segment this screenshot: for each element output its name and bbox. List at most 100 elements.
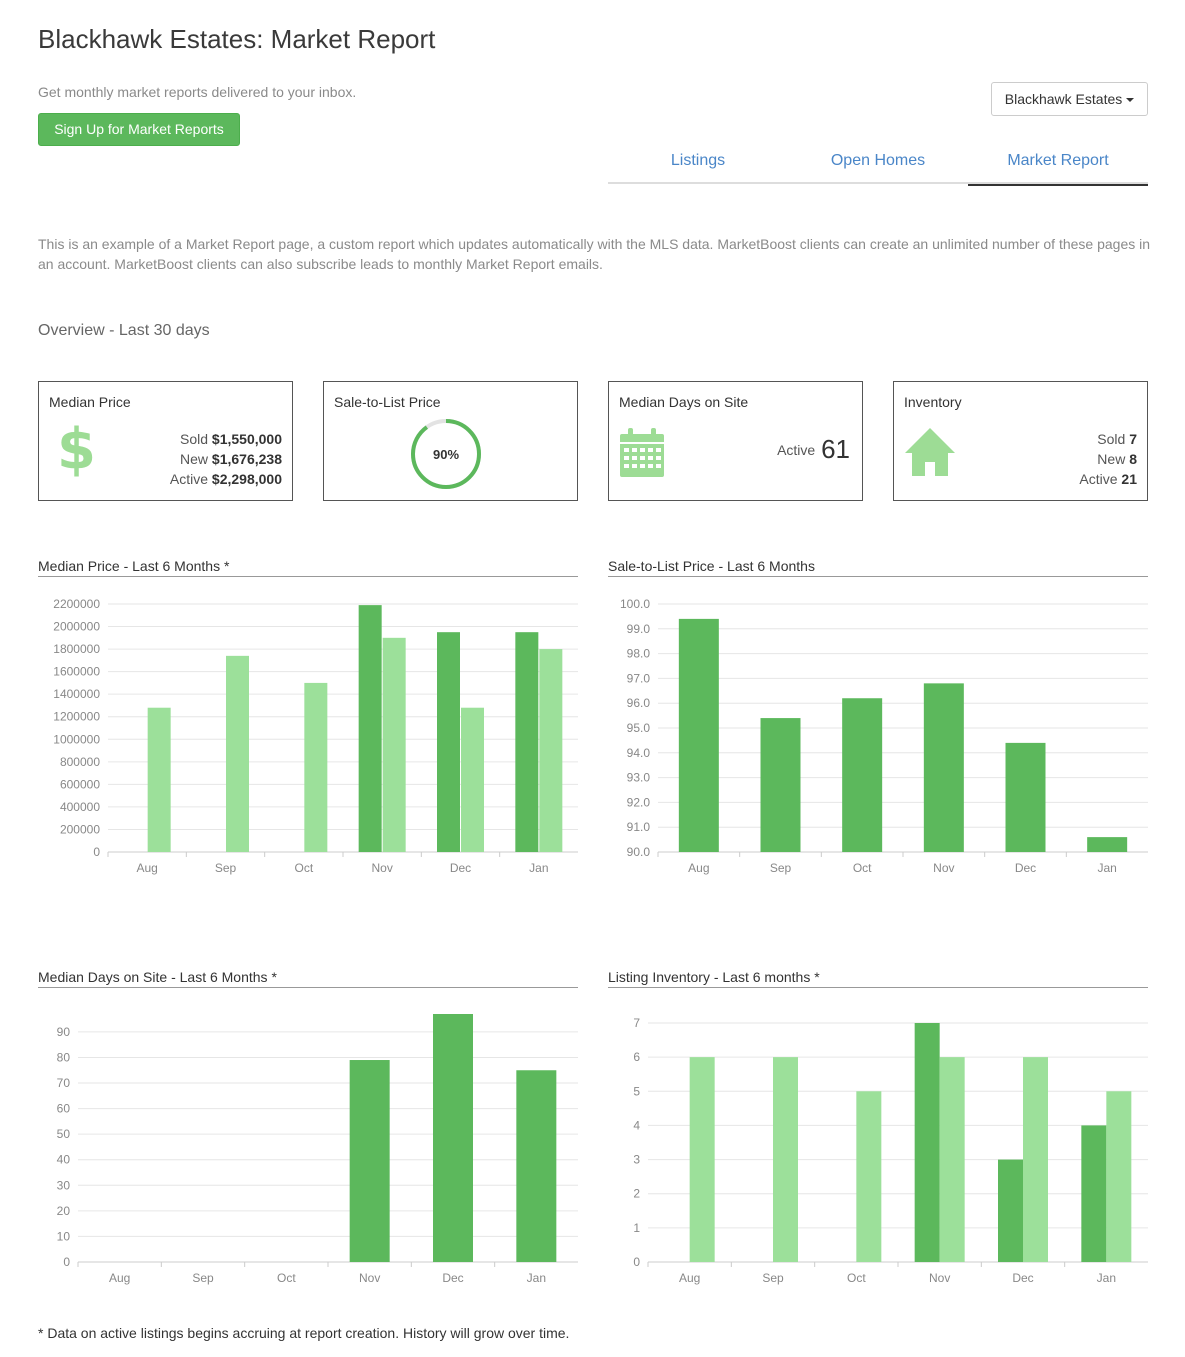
y-tick-label: 2 [633, 1187, 640, 1201]
median-days-card: Median Days on Site Active 61 [608, 381, 863, 501]
x-tick-label: Jan [527, 1271, 546, 1285]
y-tick-label: 0 [633, 1255, 640, 1269]
x-tick-label: Aug [136, 861, 157, 875]
y-tick-label: 0 [93, 845, 100, 859]
x-tick-label: Oct [294, 861, 313, 875]
bar[interactable] [147, 707, 171, 852]
bar[interactable] [539, 649, 563, 852]
intro-text: This is an example of a Market Report pa… [38, 236, 1151, 272]
tab-market-report[interactable]: Market Report [968, 144, 1148, 186]
bar[interactable] [1087, 837, 1128, 852]
signup-button[interactable]: Sign Up for Market Reports [38, 113, 240, 146]
x-tick-label: Aug [109, 1271, 130, 1285]
y-tick-label: 7 [633, 1016, 640, 1030]
bar[interactable] [461, 707, 484, 852]
bar[interactable] [226, 655, 249, 852]
bar[interactable] [998, 1159, 1023, 1262]
bar[interactable] [304, 682, 328, 852]
bar[interactable] [358, 605, 382, 852]
x-tick-label: Sep [762, 1271, 784, 1285]
median-price-chart-title: Median Price - Last 6 Months * [38, 558, 230, 574]
y-tick-label: 93.0 [627, 771, 651, 785]
bar[interactable] [939, 1057, 965, 1262]
median-price-stats: Sold $1,550,000 New $1,676,238 Active $2… [170, 429, 282, 489]
x-tick-label: Nov [933, 861, 954, 875]
bar[interactable] [678, 618, 719, 852]
bar[interactable] [515, 632, 539, 852]
y-tick-label: 96.0 [627, 696, 651, 710]
y-tick-label: 3 [633, 1153, 640, 1167]
x-tick-label: Jan [1097, 1271, 1116, 1285]
y-tick-label: 5 [633, 1084, 640, 1098]
card-title: Inventory [904, 394, 962, 410]
inventory-card: Inventory Sold 7 New 8 Active 21 [893, 381, 1148, 501]
x-tick-label: Nov [371, 861, 392, 875]
bar[interactable] [760, 718, 801, 852]
y-tick-label: 40 [57, 1153, 71, 1167]
card-title: Median Price [49, 394, 131, 410]
bar[interactable] [349, 1060, 390, 1262]
area-dropdown[interactable]: Blackhawk Estates [991, 82, 1148, 116]
x-tick-label: Oct [853, 861, 872, 875]
x-tick-label: Nov [359, 1271, 380, 1285]
sold-count: 7 [1129, 431, 1137, 447]
active-median-price: $2,298,000 [211, 471, 282, 487]
bar[interactable] [914, 1023, 940, 1262]
sale-to-list-card: Sale-to-List Price 90% [323, 381, 578, 501]
bar[interactable] [433, 1014, 473, 1262]
tab-bar: Listings Open Homes Market Report [608, 144, 1148, 186]
inventory-chart: 0 1 2 3 4 5 6 7 Aug Sep Oct Nov Dec Jan [633, 1016, 1148, 1285]
card-title: Sale-to-List Price [334, 394, 441, 410]
y-tick-label: 2200000 [53, 597, 100, 611]
new-median-price: $1,676,238 [211, 451, 282, 467]
divider [608, 987, 1148, 988]
bar[interactable] [842, 698, 883, 852]
stat-label: New [180, 451, 209, 467]
sale-to-list-chart: 90.0 91.0 92.0 93.0 94.0 95.0 96.0 97.0 98.0 99.0… [620, 597, 1148, 875]
y-tick-label: 30 [57, 1178, 71, 1192]
new-count: 8 [1129, 451, 1137, 467]
bar[interactable] [382, 637, 406, 852]
y-tick-label: 20 [57, 1204, 71, 1218]
median-days-chart-title: Median Days on Site - Last 6 Months * [38, 969, 277, 985]
bar[interactable] [1023, 1057, 1048, 1262]
x-tick-label: Jan [529, 861, 548, 875]
y-tick-label: 1400000 [53, 687, 100, 701]
signup-prompt: Get monthly market reports delivered to … [38, 84, 357, 100]
card-title: Median Days on Site [619, 394, 749, 410]
stat-label: Sold [180, 431, 209, 447]
y-tick-label: 1200000 [53, 710, 100, 724]
inventory-chart-title: Listing Inventory - Last 6 months * [608, 969, 820, 985]
tab-listings[interactable]: Listings [670, 152, 726, 169]
y-tick-label: 4 [633, 1118, 640, 1132]
y-tick-label: 6 [633, 1050, 640, 1064]
stat-label: Active [777, 442, 816, 458]
x-tick-label: Jan [1097, 861, 1116, 875]
bar[interactable] [516, 1070, 557, 1262]
y-tick-label: 0 [63, 1255, 70, 1269]
bar[interactable] [856, 1091, 882, 1262]
x-tick-label: Dec [442, 1271, 463, 1285]
bar[interactable] [1081, 1125, 1107, 1262]
gauge-fill [411, 419, 481, 489]
bar[interactable] [923, 683, 964, 852]
y-tick-label: 70 [57, 1076, 71, 1090]
area-dropdown-label: Blackhawk Estates [1004, 91, 1123, 107]
tab-open-homes[interactable]: Open Homes [830, 152, 926, 169]
y-tick-label: 92.0 [627, 795, 651, 809]
bar[interactable] [773, 1057, 798, 1262]
stat-label: Active [169, 471, 209, 487]
y-tick-label: 90 [57, 1025, 71, 1039]
active-days-value: 61 [821, 434, 850, 464]
y-tick-label: 90.0 [627, 845, 651, 859]
house-icon [905, 428, 955, 476]
y-tick-label: 600000 [60, 777, 100, 791]
bar[interactable] [1005, 742, 1046, 852]
y-tick-label: 10 [57, 1229, 71, 1243]
x-tick-label: Dec [450, 861, 471, 875]
median-price-chart: 0 200000 400000 600000 800000 1000000 1200000 1… [53, 597, 578, 875]
y-tick-label: 97.0 [627, 671, 651, 685]
bar[interactable] [437, 632, 460, 852]
bar[interactable] [1106, 1091, 1132, 1262]
bar[interactable] [689, 1057, 715, 1262]
